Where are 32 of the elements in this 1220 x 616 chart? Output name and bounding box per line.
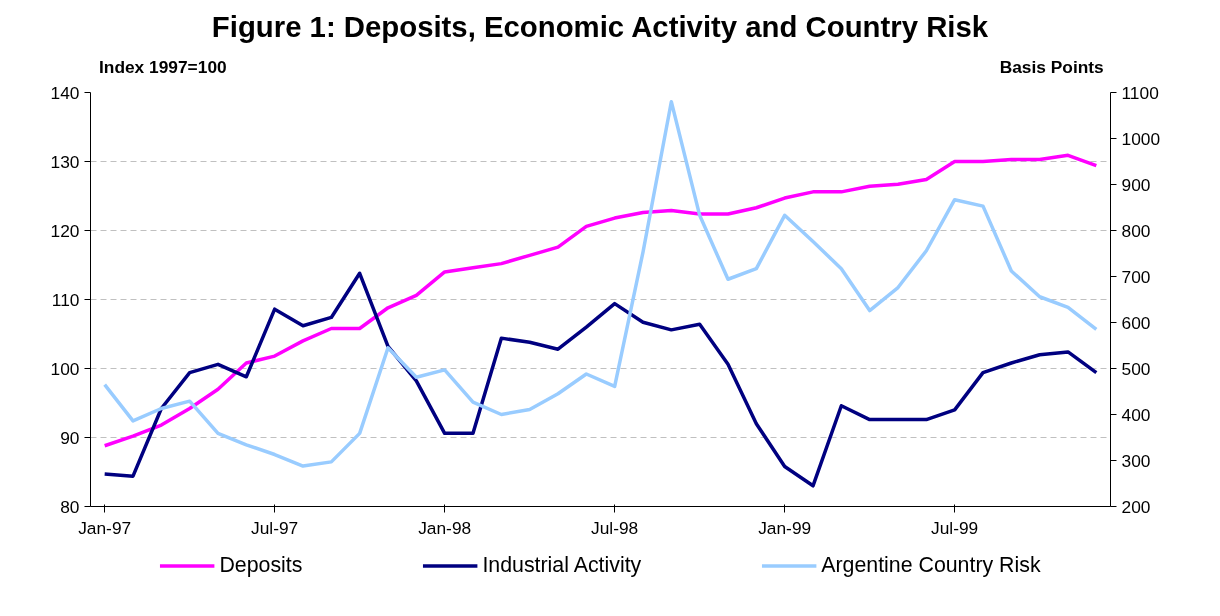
- y2-tick-label: 400: [1121, 404, 1151, 425]
- x-tick-label: Jan-99: [758, 517, 812, 538]
- y-tick-label: 130: [50, 151, 80, 172]
- x-tick-label: Jan-98: [418, 517, 472, 538]
- y2-tick-label: 200: [1121, 496, 1151, 517]
- legend-label: Industrial Activity: [482, 552, 642, 578]
- y-axis-title: Index 1997=100: [99, 56, 227, 77]
- x-tick-label: Jul-97: [251, 517, 299, 538]
- y2-tick-label: 300: [1121, 450, 1151, 471]
- y2-tick-label: 700: [1121, 266, 1151, 287]
- x-tick-label: Jan-97: [78, 517, 132, 538]
- x-tick-label: Jul-99: [931, 517, 979, 538]
- x-tick-label: Jul-98: [591, 517, 639, 538]
- y-tick-label: 120: [50, 220, 80, 241]
- y-tick-label: 100: [50, 358, 80, 379]
- y2-axis-title: Basis Points: [999, 56, 1104, 77]
- y2-tick-label: 1000: [1121, 128, 1161, 149]
- y2-tick-label: 1100: [1121, 82, 1159, 103]
- line-series: [102, 271, 1099, 488]
- y-tick-label: 110: [51, 289, 80, 310]
- chart-title: Figure 1: Deposits, Economic Activity and Country Risk: [211, 9, 989, 43]
- legend-label: Deposits: [219, 552, 303, 578]
- y2-tick-label: 900: [1121, 174, 1151, 195]
- y-tick-label: 90: [60, 427, 80, 448]
- y-tick-label: 140: [50, 82, 80, 103]
- y-tick-label: 80: [60, 496, 80, 517]
- line-series: [102, 99, 1099, 468]
- y2-tick-label: 600: [1121, 312, 1151, 333]
- legend-label: Argentine Country Risk: [821, 552, 1041, 578]
- y2-tick-label: 500: [1121, 358, 1151, 379]
- line-series: [102, 153, 1099, 448]
- y2-tick-label: 800: [1121, 220, 1151, 241]
